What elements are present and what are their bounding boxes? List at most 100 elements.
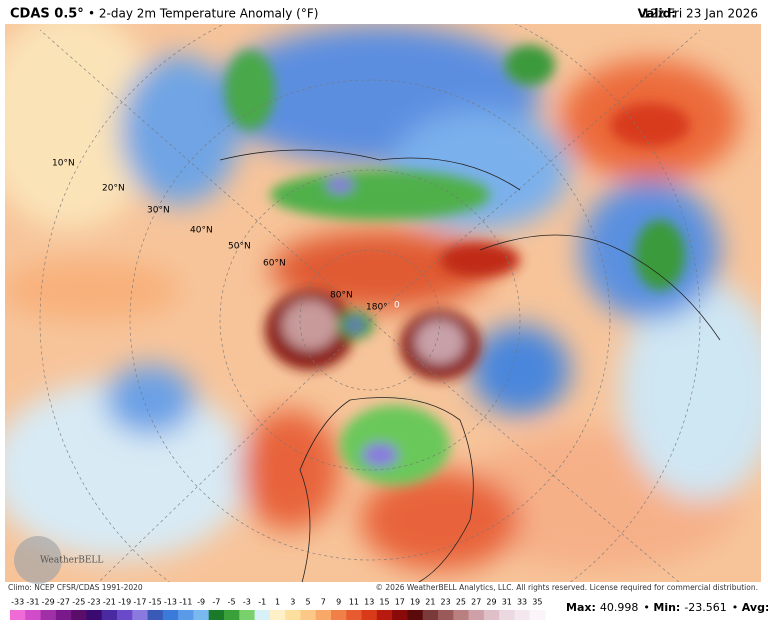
color-swatch — [40, 610, 57, 620]
lat-label: 10°N — [52, 159, 75, 169]
model-name: CDAS 0.5° — [10, 7, 84, 22]
climo-note: Climo: NCEP CFSR/CDAS 1991-2020 — [8, 583, 143, 592]
colorbar-label: -9 — [197, 598, 205, 607]
colorbar-label: -25 — [72, 598, 85, 607]
color-swatch — [162, 610, 179, 620]
lat-labels: 10°N 20°N 30°N 40°N 50°N 60°N 80°N 180° … — [52, 159, 400, 313]
colorbar-label: 13 — [364, 598, 374, 607]
colorbar-label: -1 — [258, 598, 266, 607]
color-swatch — [407, 610, 424, 620]
color-swatch — [71, 610, 87, 620]
color-swatch — [346, 610, 363, 620]
color-swatch — [208, 610, 225, 620]
lat-label: 60°N — [263, 259, 286, 269]
stat-value: -23.561 — [684, 601, 726, 614]
map-title: • 2-day 2m Temperature Anomaly (°F) — [88, 7, 318, 21]
colorbar-label: -19 — [118, 598, 131, 607]
logo: WeatherBELL — [40, 556, 103, 566]
color-swatch — [514, 610, 531, 620]
valid-label: Valid: — [638, 7, 676, 21]
color-swatch — [10, 610, 26, 620]
colorbar-label: -11 — [179, 598, 192, 607]
color-swatch — [392, 610, 408, 620]
lon-label: 0 — [394, 301, 400, 311]
colorbar-label: 19 — [410, 598, 420, 607]
colorbar-label: 29 — [486, 598, 496, 607]
color-swatch — [269, 610, 286, 620]
color-swatch — [101, 610, 118, 620]
colorbar-label: -13 — [164, 598, 177, 607]
color-swatch — [438, 610, 454, 620]
color-swatch — [468, 610, 485, 620]
colorbar-label: -21 — [103, 598, 116, 607]
colorbar-label: 17 — [395, 598, 405, 607]
colorbar-label: -33 — [11, 598, 24, 607]
colorbar-label: 15 — [379, 598, 389, 607]
separator: • — [643, 601, 650, 614]
colorbar-label: -3 — [243, 598, 251, 607]
color-swatch — [254, 610, 271, 620]
colorbar-label: -7 — [212, 598, 220, 607]
stat-value: 40.998 — [600, 601, 639, 614]
colorbar-label: 7 — [321, 598, 326, 607]
color-swatch — [239, 610, 256, 620]
color-swatch — [86, 610, 103, 620]
color-swatch — [361, 610, 378, 620]
color-swatch — [55, 610, 72, 620]
color-swatch — [132, 610, 149, 620]
color-swatch — [117, 610, 133, 620]
stat-label: Min: — [653, 601, 680, 614]
lat-label: 80°N — [330, 291, 353, 301]
color-swatch — [453, 610, 470, 620]
lat-label: 30°N — [147, 206, 170, 216]
colorbar-label: 3 — [290, 598, 295, 607]
lat-label: 40°N — [190, 226, 213, 236]
colorbar: -33 -31 -29 -27 -25 -23 -21 -19 -17 -15 -13 -11 -9 -7… — [10, 598, 546, 620]
copyright: © 2026 WeatherBELL Analytics, LLC. All r… — [376, 583, 758, 592]
color-swatch — [529, 610, 546, 620]
stat-label: Max: — [566, 601, 596, 614]
colorbar-label: 25 — [456, 598, 466, 607]
colorbar-label: 21 — [425, 598, 435, 607]
valid-time: 12z Fri 23 Jan 2026 — [643, 7, 758, 21]
colorbar-label: 1 — [275, 598, 280, 607]
stats: Max:40.998•Min:-23.561•Avg:0.481 — [566, 601, 768, 614]
colorbar-label: -15 — [149, 598, 162, 607]
stat-label: Avg: — [742, 601, 768, 614]
colorbar-label: 23 — [441, 598, 451, 607]
color-swatch — [193, 610, 210, 620]
colorbar-label: 11 — [349, 598, 359, 607]
separator: • — [732, 601, 739, 614]
color-swatch — [331, 610, 347, 620]
lat-label: 50°N — [228, 242, 251, 252]
color-swatch — [422, 610, 439, 620]
colorbar-label: 9 — [336, 598, 341, 607]
colorbar-label: 31 — [502, 598, 512, 607]
colorbar-label: -17 — [133, 598, 146, 607]
colorbar-label: 35 — [532, 598, 542, 607]
colorbar-label: -5 — [228, 598, 236, 607]
color-swatch — [499, 610, 515, 620]
color-swatch — [147, 610, 164, 620]
color-swatch — [285, 610, 301, 620]
color-swatch — [178, 610, 194, 620]
colorbar-label: -31 — [26, 598, 39, 607]
colorbar-label: -23 — [88, 598, 101, 607]
lon-label: 180° — [366, 303, 388, 313]
colorbar-label: -29 — [42, 598, 55, 607]
logo-circle — [14, 536, 62, 584]
color-swatch — [315, 610, 332, 620]
colorbar-label: 27 — [471, 598, 481, 607]
lat-label: 20°N — [102, 184, 125, 194]
colorbar-label: 33 — [517, 598, 527, 607]
color-swatch — [483, 610, 500, 620]
colorbar-label: 5 — [306, 598, 311, 607]
color-swatch — [25, 610, 42, 620]
color-swatch — [224, 610, 240, 620]
colorbar-label: -27 — [57, 598, 70, 607]
color-swatch — [376, 610, 393, 620]
color-swatch — [300, 610, 317, 620]
